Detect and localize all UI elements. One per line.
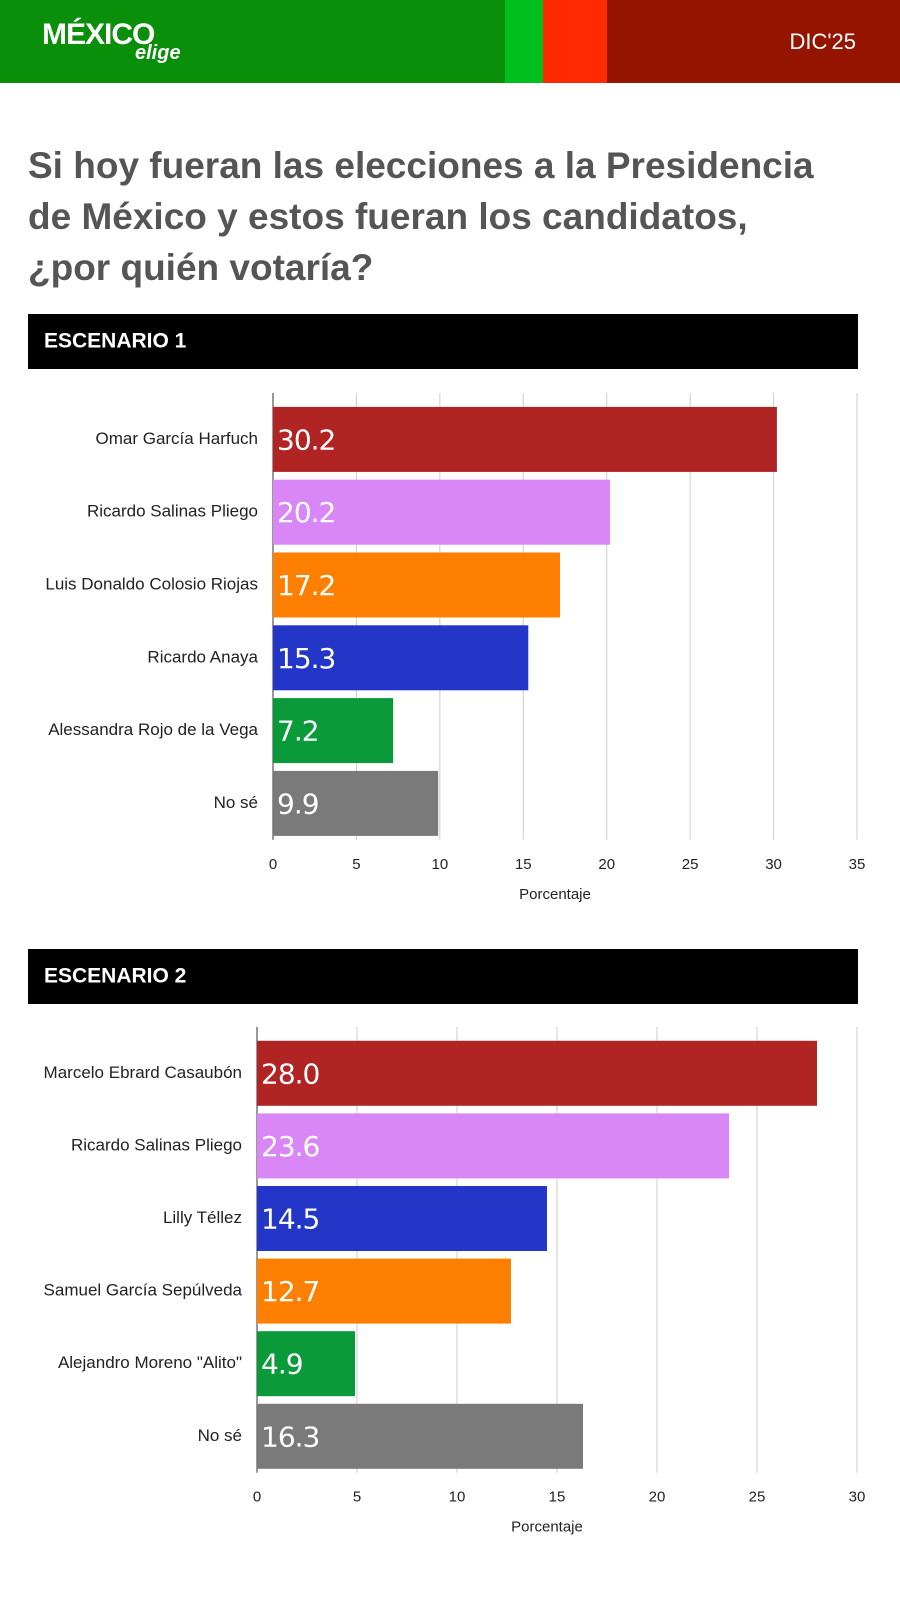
bar [273, 479, 611, 545]
stripe [0, 0, 505, 83]
x-tick-label: 10 [449, 1489, 466, 1506]
category-label: Omar García Harfuch [96, 429, 259, 448]
category-label: Ricardo Anaya [147, 647, 258, 666]
bar [257, 1258, 511, 1324]
section-banner [28, 314, 858, 369]
section-title: ESCENARIO 1 [44, 330, 187, 353]
value-label: 20.2 [277, 496, 335, 529]
x-tick-label: 25 [682, 856, 699, 873]
stripe [607, 0, 900, 83]
x-tick-label: 5 [352, 856, 360, 873]
value-label: 30.2 [277, 423, 335, 456]
bar [257, 1403, 583, 1469]
header-bar [0, 0, 900, 83]
value-label: 4.9 [261, 1348, 303, 1381]
value-label: 28.0 [261, 1057, 319, 1090]
page-title: Si hoy fueran las elecciones a la Presid… [28, 145, 814, 288]
x-tick-label: 20 [649, 1489, 666, 1506]
bar [257, 1331, 355, 1397]
section-title: ESCENARIO 2 [44, 965, 186, 988]
x-tick-label: 15 [515, 856, 532, 873]
bar [273, 770, 439, 836]
logo-sub: elige [135, 42, 181, 64]
x-axis-label: Porcentaje [511, 1519, 583, 1536]
bar [257, 1113, 729, 1179]
x-tick-label: 30 [849, 1489, 866, 1506]
x-tick-label: 20 [598, 856, 615, 873]
x-tick-label: 35 [849, 856, 866, 873]
category-label: No sé [214, 793, 258, 812]
value-label: 15.3 [277, 642, 335, 675]
bar [273, 552, 560, 618]
value-label: 9.9 [277, 787, 319, 820]
category-label: Luis Donaldo Colosio Riojas [45, 574, 258, 593]
bar [257, 1186, 547, 1251]
stripe [505, 0, 543, 83]
category-label: Lilly Téllez [163, 1208, 242, 1227]
date: DIC'25 [789, 29, 856, 54]
x-tick-label: 15 [549, 1489, 566, 1506]
logo: MÉXICO [42, 18, 155, 51]
bar [273, 698, 394, 764]
category-label: No sé [198, 1426, 242, 1445]
category-label: Ricardo Salinas Pliego [87, 502, 258, 521]
x-tick-label: 0 [269, 856, 277, 873]
category-label: Ricardo Salinas Pliego [71, 1135, 242, 1154]
value-label: 12.7 [261, 1275, 319, 1308]
x-tick-label: 25 [749, 1489, 766, 1506]
x-axis-label: Porcentaje [519, 886, 591, 903]
stripe [543, 0, 607, 83]
value-label: 14.5 [261, 1203, 319, 1236]
value-label: 23.6 [261, 1130, 320, 1163]
x-tick-label: 10 [432, 856, 449, 873]
value-label: 16.3 [261, 1420, 319, 1453]
bar [273, 625, 529, 691]
x-tick-label: 30 [765, 856, 782, 873]
bar [257, 1040, 817, 1106]
category-label: Alejandro Moreno "Alito" [58, 1353, 242, 1372]
category-label: Marcelo Ebrard Casaubón [44, 1063, 242, 1082]
value-label: 7.2 [277, 715, 319, 748]
x-tick-label: 0 [253, 1489, 261, 1506]
category-label: Alessandra Rojo de la Vega [48, 720, 258, 739]
section-banner [28, 949, 858, 1004]
category-label: Samuel García Sepúlveda [44, 1281, 243, 1300]
value-label: 17.2 [277, 569, 335, 602]
x-tick-label: 5 [353, 1489, 361, 1506]
bar [273, 406, 777, 472]
